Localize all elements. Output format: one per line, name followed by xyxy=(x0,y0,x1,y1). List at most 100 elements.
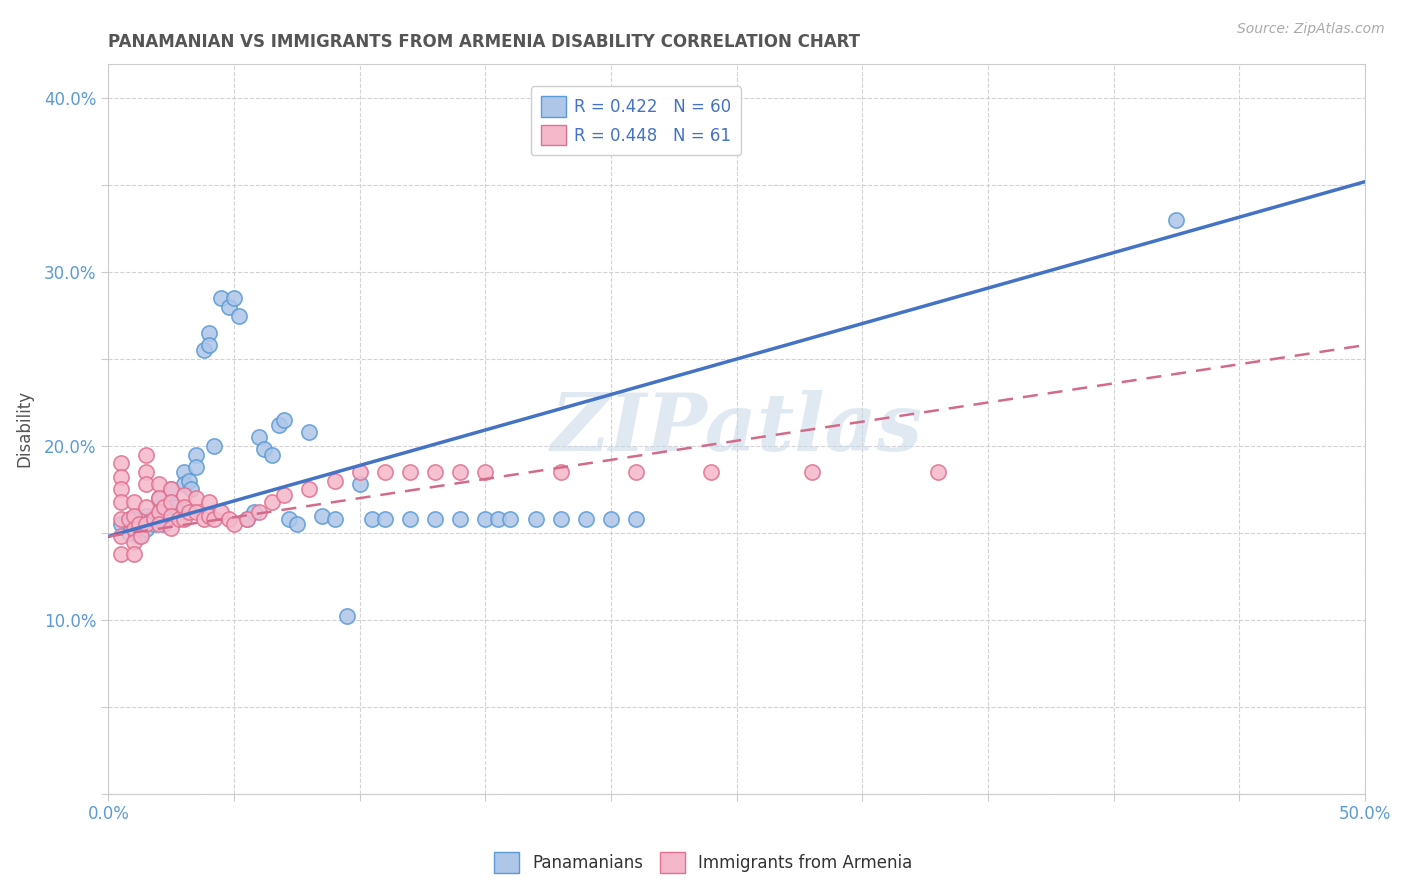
Point xyxy=(110,547,132,561)
Point xyxy=(135,523,157,537)
Point xyxy=(122,534,145,549)
Point xyxy=(148,491,170,505)
Point xyxy=(110,512,132,526)
Text: PANAMANIAN VS IMMIGRANTS FROM ARMENIA DISABILITY CORRELATION CHART: PANAMANIAN VS IMMIGRANTS FROM ARMENIA DI… xyxy=(108,33,860,51)
Point xyxy=(260,448,283,462)
Point xyxy=(253,442,276,457)
Point xyxy=(222,517,245,532)
Point xyxy=(160,483,183,497)
Text: Source: ZipAtlas.com: Source: ZipAtlas.com xyxy=(1237,22,1385,37)
Point xyxy=(186,448,208,462)
Point xyxy=(142,517,165,532)
Legend: Panamanians, Immigrants from Armenia: Panamanians, Immigrants from Armenia xyxy=(486,846,920,880)
Point xyxy=(135,477,157,491)
Point xyxy=(152,500,174,514)
Point xyxy=(160,521,183,535)
Point xyxy=(128,529,150,543)
Point xyxy=(624,512,647,526)
Point xyxy=(198,326,221,340)
Point xyxy=(110,456,132,470)
Point xyxy=(524,512,547,526)
Point xyxy=(110,494,132,508)
Point xyxy=(449,512,471,526)
Point xyxy=(186,459,208,474)
Point xyxy=(160,494,183,508)
Point xyxy=(349,477,371,491)
Point xyxy=(139,512,162,526)
Point xyxy=(142,512,165,526)
Point xyxy=(700,465,723,479)
Point xyxy=(135,500,157,514)
Point xyxy=(177,505,200,519)
Point xyxy=(323,512,346,526)
Point xyxy=(243,505,266,519)
Point xyxy=(198,508,221,523)
Point xyxy=(173,465,195,479)
Point xyxy=(128,517,150,532)
Point xyxy=(173,477,195,491)
Point xyxy=(624,465,647,479)
Point xyxy=(129,517,152,532)
Point xyxy=(486,512,509,526)
Point xyxy=(160,483,183,497)
Point xyxy=(110,483,132,497)
Point xyxy=(117,512,139,526)
Point xyxy=(173,500,195,514)
Point xyxy=(235,512,257,526)
Point xyxy=(148,517,170,532)
Point xyxy=(180,483,202,497)
Point xyxy=(228,309,250,323)
Point xyxy=(148,477,170,491)
Point xyxy=(273,488,295,502)
Point xyxy=(247,430,270,444)
Point xyxy=(336,609,359,624)
Point xyxy=(160,494,183,508)
Point xyxy=(323,474,346,488)
Point xyxy=(173,488,195,502)
Point xyxy=(218,300,240,314)
Point xyxy=(110,470,132,484)
Point xyxy=(361,512,384,526)
Point xyxy=(193,512,215,526)
Point xyxy=(399,465,422,479)
Point xyxy=(135,508,157,523)
Point xyxy=(575,512,598,526)
Point xyxy=(129,529,152,543)
Point xyxy=(163,500,186,514)
Point xyxy=(152,517,174,532)
Point xyxy=(423,465,446,479)
Point xyxy=(600,512,623,526)
Point xyxy=(167,505,190,519)
Point xyxy=(122,512,145,526)
Point xyxy=(198,338,221,352)
Text: ZIPatlas: ZIPatlas xyxy=(551,390,922,467)
Point xyxy=(550,512,572,526)
Point xyxy=(122,547,145,561)
Point xyxy=(211,505,233,519)
Point xyxy=(399,512,422,526)
Point xyxy=(278,512,301,526)
Point xyxy=(198,494,221,508)
Legend: R = 0.422   N = 60, R = 0.448   N = 61: R = 0.422 N = 60, R = 0.448 N = 61 xyxy=(531,87,741,155)
Point xyxy=(1166,213,1188,227)
Point xyxy=(269,418,291,433)
Point xyxy=(193,343,215,358)
Point xyxy=(135,465,157,479)
Point xyxy=(499,512,522,526)
Point xyxy=(160,508,183,523)
Point xyxy=(311,508,333,523)
Point xyxy=(235,512,257,526)
Point xyxy=(110,517,132,532)
Point xyxy=(173,512,195,526)
Point xyxy=(186,505,208,519)
Point xyxy=(122,523,145,537)
Y-axis label: Disability: Disability xyxy=(15,390,32,467)
Point xyxy=(423,512,446,526)
Point xyxy=(135,517,157,532)
Point xyxy=(167,512,190,526)
Point xyxy=(285,517,308,532)
Point xyxy=(202,439,225,453)
Point xyxy=(117,525,139,540)
Point xyxy=(122,508,145,523)
Point xyxy=(177,474,200,488)
